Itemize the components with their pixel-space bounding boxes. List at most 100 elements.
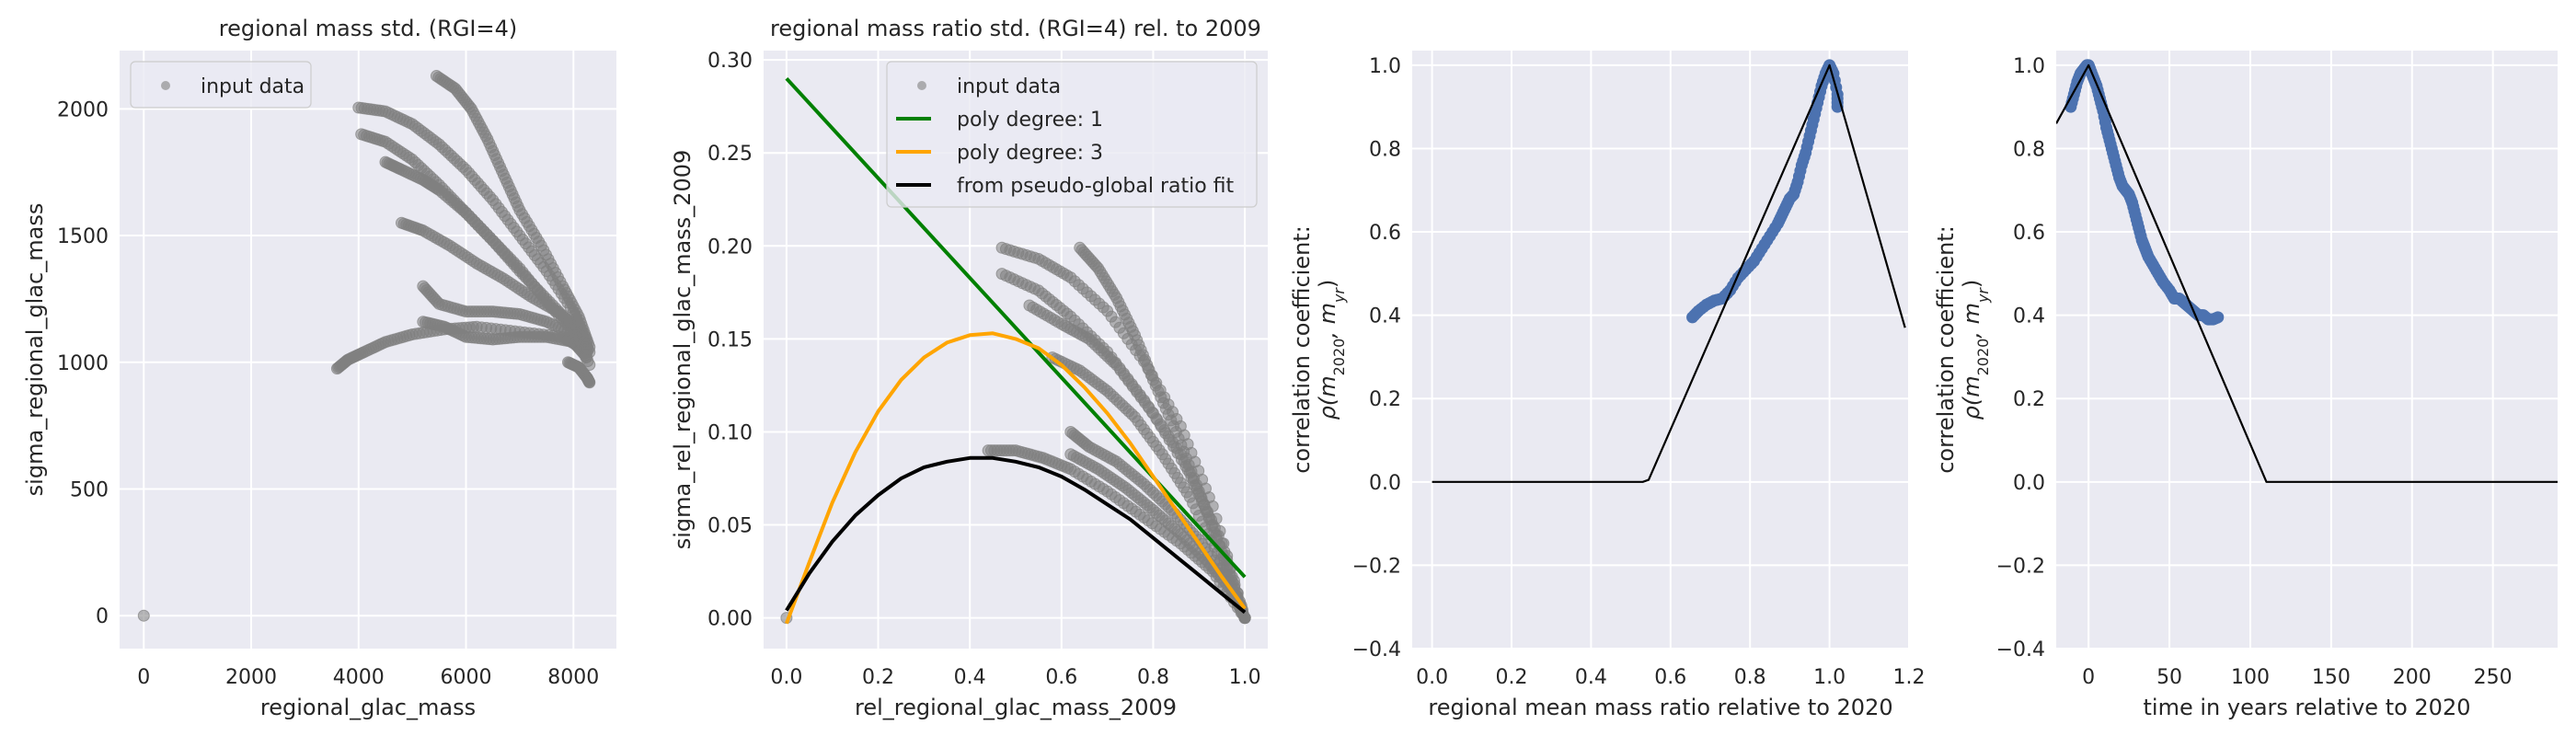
y-label-sub-yr: yr [1974,287,1992,304]
x-tick-label: 0.6 [1045,666,1077,689]
y-label-close: ) [1959,280,1984,288]
chart-title: regional mass ratio std. (RGI=4) rel. to… [770,16,1261,41]
panel-regional-mass-std: 0 2000 4000 6000 8000 0 500 1000 1500 2000 regio… [22,16,616,720]
x-tick-label: 0.4 [1575,666,1607,689]
legend-label: input data [201,75,305,98]
y-tick-label: 0.4 [2013,305,2045,328]
y-axis-label-line2: ρ(m2020, myr) [1315,280,1348,420]
y-tick-label: 0.25 [707,143,753,166]
y-tick-label: 0.6 [1369,222,1401,245]
y-label-m: , m [1315,303,1340,339]
chart-title: regional mass std. (RGI=4) [219,16,518,41]
y-tick-label: 0.6 [2013,222,2045,245]
y-tick-label: −0.2 [1352,555,1401,578]
x-tick-label: 0 [2082,666,2095,689]
y-label-sub-2020: 2020 [1330,339,1348,376]
x-tick-label: 1.2 [1893,666,1926,689]
x-tick-label: 50 [2156,666,2182,689]
x-tick-label: 0.2 [862,666,894,689]
x-tick-label: 2000 [225,666,277,689]
data-point [581,351,593,363]
y-tick-label: 0.30 [707,50,753,73]
y-label-sub-2020: 2020 [1974,339,1992,376]
y-tick-labels: 0 500 1000 1500 2000 [57,98,109,628]
data-point [2212,311,2225,324]
y-axis-label: sigma_regional_glac_mass [22,203,48,497]
x-axis-label: regional_glac_mass [260,695,476,720]
y-tick-label: 0.15 [707,328,753,351]
x-axis-label: regional mean mass ratio relative to 202… [1428,695,1892,720]
grid-lines [1412,51,1910,650]
y-tick-label: 0.2 [1369,388,1401,411]
legend-label: poly degree: 3 [957,142,1103,165]
x-tick-label: 1.0 [1813,666,1846,689]
y-tick-label: 0.2 [2013,388,2045,411]
y-tick-label: 1.0 [1369,55,1401,78]
x-tick-label: 0.0 [1416,666,1448,689]
x-tick-label: 0 [137,666,150,689]
panel-regional-mass-ratio-std: 0.0 0.2 0.4 0.6 0.8 1.0 0.000.050.100.150.200… [670,16,1268,720]
y-tick-label: 500 [70,478,109,501]
x-tick-label: 100 [2231,666,2270,689]
legend-box [130,61,312,109]
series-line-poly-degree-1 [785,76,1247,579]
y-label-rho: ρ(m [1959,375,1984,420]
y-label-close: ) [1315,280,1340,288]
series-line-poly-degree-3 [785,331,1247,625]
x-tick-labels: 0.0 0.2 0.4 0.6 0.8 1.0 1.2 [1416,666,1925,689]
y-tick-labels: −0.4 −0.2 0.0 0.2 0.4 0.6 0.8 1.0 [1352,55,1401,661]
plot-area [1412,51,1909,649]
panel-correlation-vs-time: 0 50 100 150 200 250 −0.4 −0.2 0.0 0.2 0.4 0.6 0.8 1… [1933,51,2558,720]
y-tick-label: −0.4 [1996,638,2045,661]
x-tick-label: 0.4 [954,666,986,689]
x-axis-label: rel_regional_glac_mass_2009 [855,695,1177,720]
y-tick-label: 1500 [57,225,109,248]
grid-lines [2056,51,2558,650]
x-tick-label: 0.8 [1734,666,1766,689]
plot-area [2056,51,2558,649]
y-tick-label: 0.0 [2013,472,2045,495]
x-tick-label: 250 [2474,666,2513,689]
y-tick-label: 0.10 [707,421,753,444]
y-label-sub-yr: yr [1330,287,1348,304]
x-tick-label: 8000 [547,666,599,689]
legend-label: input data [957,75,1061,98]
series-line-correlation-model [2056,63,2558,483]
x-tick-labels: 0 50 100 150 200 250 [2082,666,2513,689]
y-label-m: , m [1959,303,1984,339]
data-point [1238,612,1251,625]
x-tick-label: 1.0 [1229,666,1261,689]
x-tick-label: 0.6 [1654,666,1686,689]
y-tick-label: 0.05 [707,515,753,538]
legend-marker-input-data [917,81,926,90]
x-tick-labels: 0 2000 4000 6000 8000 [137,666,599,689]
y-axis-label-line2: ρ(m2020, myr) [1959,280,1992,420]
data-marks [137,70,596,622]
data-point [583,376,596,389]
y-tick-label: 0.00 [707,608,753,631]
x-tick-labels: 0.0 0.2 0.4 0.6 0.8 1.0 [770,666,1260,689]
x-tick-label: 200 [2393,666,2432,689]
y-tick-label: 0.4 [1369,305,1401,328]
legend-label: poly degree: 1 [957,109,1103,132]
y-tick-label: 0.8 [1369,138,1401,161]
y-tick-labels: −0.4 −0.2 0.0 0.2 0.4 0.6 0.8 1.0 [1996,55,2045,661]
legend-box [886,61,1258,208]
legend-label: from pseudo-global ratio fit [957,175,1235,198]
y-tick-label: 2000 [57,98,109,121]
y-tick-label: 0.0 [1369,472,1401,495]
y-axis-label: sigma_rel_regional_glac_mass_2009 [670,150,696,550]
x-tick-label: 0.0 [770,666,802,689]
data-point [137,609,150,622]
y-axis-label-line1: correlation coefficient: [1289,225,1315,474]
series-line-correlation-model [1432,63,1906,483]
x-tick-label: 6000 [441,666,492,689]
y-tick-label: −0.2 [1996,555,2045,578]
legend: input data poly degree: 1 poly degree: 3 fr… [886,61,1258,208]
y-tick-label: 0 [96,605,109,628]
data-marks [1432,59,1906,483]
x-tick-label: 4000 [333,666,385,689]
y-tick-labels: 0.00 0.05 0.10 0.15 0.20 0.25 0.30 [707,50,753,631]
legend-marker-input-data [161,81,170,90]
